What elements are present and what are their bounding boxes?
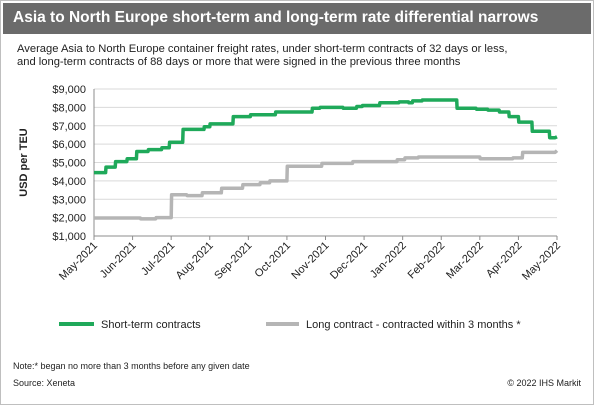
series-lines [94,98,559,221]
series-line-short-term [94,98,558,175]
legend: Short-term contracts Long contract - cont… [59,319,521,331]
subtitle-line-2: and long-term contracts of 88 days or mo… [17,56,461,68]
x-tick-label: Feb-2022 [406,240,448,282]
y-tick-label: $6,000 [52,139,86,151]
x-tick-label: Dec-2021 [328,240,370,282]
y-axis-label: USD per TEU [18,128,30,197]
subtitle-line-1: Average Asia to North Europe container f… [17,43,508,55]
series-line-long-contract [94,149,559,221]
x-tick-label: Aug-2021 [174,240,216,282]
axes: $1,000 $2,000 $3,000 $4,000 $5,000 $6,000 $7,0… [18,84,563,283]
x-tick-label: Oct-2021 [253,240,293,280]
source-credit: Source: Xeneta [13,378,76,388]
chart-subtitle: Average Asia to North Europe container f… [17,43,585,69]
chart-title: Asia to North Europe short-term and long… [13,9,539,26]
footnote: Note:* began no more than 3 months befor… [13,361,250,371]
x-tick-label: Sep-2021 [212,240,254,282]
legend-label: Short-term contracts [101,319,201,331]
y-tick-label: $2,000 [52,213,86,225]
y-tick-label: $9,000 [52,84,86,96]
x-tick-label: May-2022 [520,240,563,283]
y-tick-label: $8,000 [52,102,86,114]
x-tick-label: May-2021 [57,240,100,283]
x-tick-label: Apr-2022 [484,240,524,280]
y-tick-label: $1,000 [52,231,86,243]
x-tick-label: Mar-2022 [444,240,486,282]
y-tick-label: $4,000 [52,176,86,188]
x-tick-label: Nov-2021 [289,240,331,282]
y-tick-label: $5,000 [52,158,86,170]
gridlines [94,88,557,219]
x-tick-label: Jun-2021 [98,240,139,281]
legend-label: Long contract - contracted within 3 mont… [306,319,521,331]
title-banner: Asia to North Europe short-term and long… [3,3,591,34]
x-tick-label: Jan-2022 [368,240,409,281]
y-tick-label: $3,000 [52,194,86,206]
copyright: © 2022 IHS Markit [507,378,581,388]
x-tick-label: Jul-2021 [139,240,177,278]
y-tick-label: $7,000 [52,121,86,133]
